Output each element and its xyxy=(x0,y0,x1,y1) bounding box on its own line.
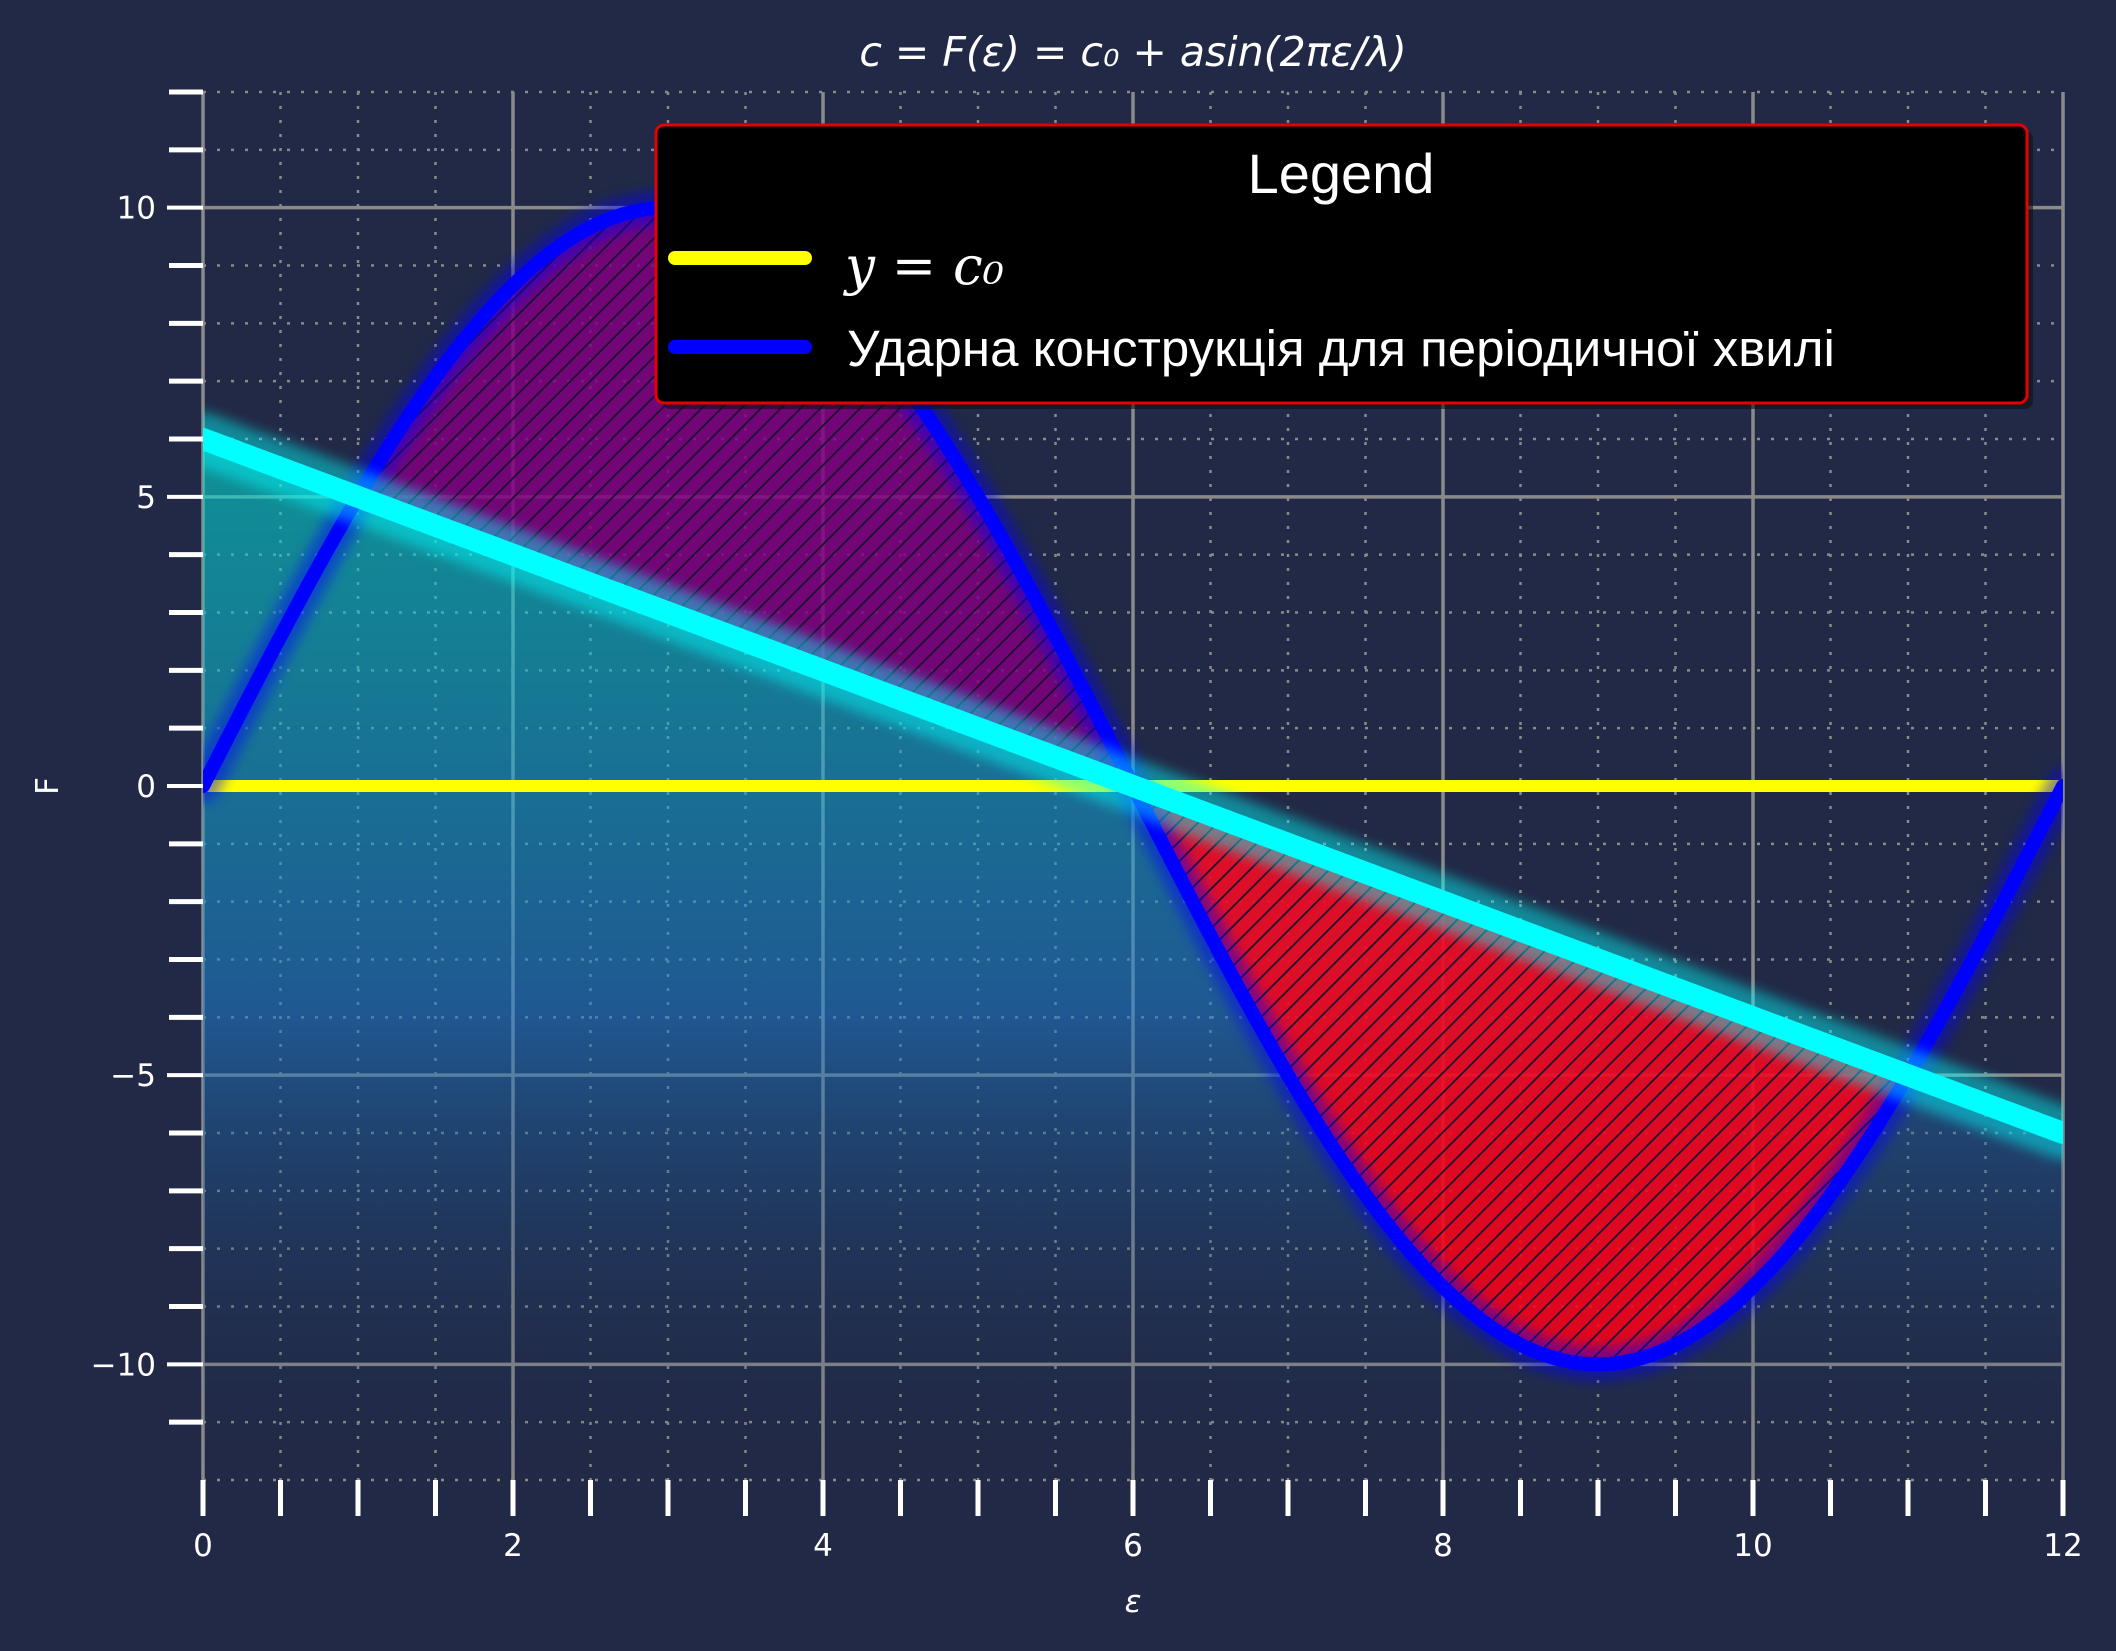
series-linear-line xyxy=(203,428,2063,1144)
x-tick-label: 8 xyxy=(1433,1528,1453,1564)
y-axis-label: F xyxy=(30,777,66,795)
y-tick-label: 0 xyxy=(136,769,156,805)
y-tick-label: −10 xyxy=(91,1347,156,1383)
x-tick-label: 0 xyxy=(193,1528,213,1564)
x-tick-label: 6 xyxy=(1123,1528,1143,1564)
x-axis-label: ε xyxy=(1125,1584,1142,1620)
x-tick-label: 2 xyxy=(503,1528,523,1564)
legend-box xyxy=(654,123,2029,405)
legend-title: Legend xyxy=(1248,142,1435,205)
area-fills xyxy=(203,207,2063,1480)
axis-ticks: 0 2 4 6 8 10 12 10 5 0 −5 −10 xyxy=(91,89,2083,1564)
legend-entry-0: y = c₀ xyxy=(843,236,1004,297)
x-tick-label: 4 xyxy=(813,1528,833,1564)
legend: Legend y = c₀ Ударна конструкція для пер… xyxy=(654,123,2033,409)
series-lines xyxy=(203,190,2063,1382)
x-tick-label: 12 xyxy=(2043,1528,2082,1564)
x-tick-label: 10 xyxy=(1733,1528,1772,1564)
y-tick-label: −5 xyxy=(110,1058,156,1094)
chart-title: c = F(ε) = c₀ + asin(2πε/λ) xyxy=(859,28,1406,76)
y-tick-label: 5 xyxy=(136,480,156,516)
legend-entry-1: Ударна конструкція для періодичної хвилі xyxy=(847,320,1835,377)
y-tick-label: 10 xyxy=(117,191,156,227)
fill-above-line-hatch xyxy=(368,207,1134,787)
fill-below-line-hatch xyxy=(1133,786,1898,1365)
